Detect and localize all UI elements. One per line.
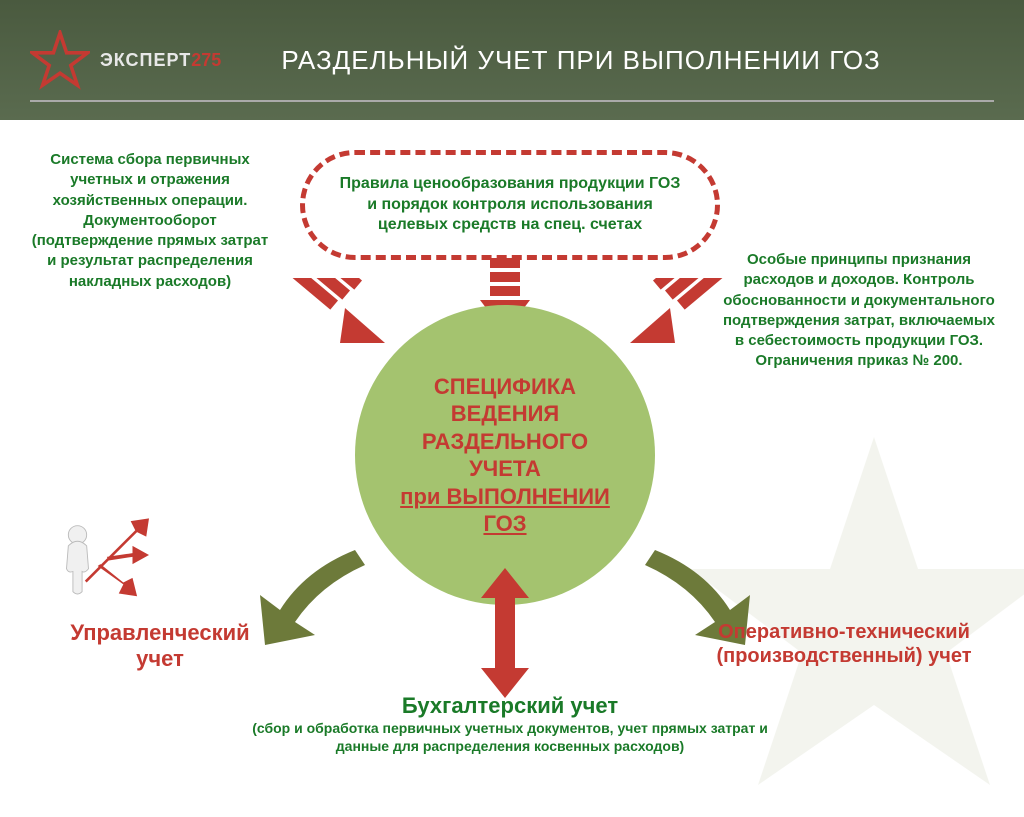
right-description: Особые принципы признания расходов и дох… (719, 250, 999, 372)
header-bar: ЭКСПЕРТ275 РАЗДЕЛЬНЫЙ УЧЕТ ПРИ ВЫПОЛНЕНИ… (0, 0, 1024, 120)
arrow-top-right-icon (615, 278, 725, 368)
label-management-accounting: Управленческий учет (50, 620, 270, 673)
left-description: Система сбора первичных учетных и отраже… (30, 150, 270, 292)
central-circle: СПЕЦИФИКА ВЕДЕНИЯ РАЗДЕЛЬНОГО УЧЕТА при … (355, 305, 655, 605)
label-bookkeeping: Бухгалтерский учет (310, 693, 710, 719)
logo-text: ЭКСПЕРТ (100, 50, 191, 70)
pricing-rules-oval: Правила ценообразования продукции ГОЗ и … (300, 150, 720, 260)
logo-text-wrap: ЭКСПЕРТ275 (100, 50, 221, 71)
header-underline (30, 100, 994, 102)
center-line2: при ВЫПОЛНЕНИИ ГОЗ (385, 483, 625, 538)
page-title: РАЗДЕЛЬНЫЙ УЧЕТ ПРИ ВЫПОЛНЕНИИ ГОЗ (281, 45, 880, 76)
label-operational-accounting: Оперативно-технический (производственный… (689, 620, 999, 668)
oval-text: Правила ценообразования продукции ГОЗ и … (335, 174, 685, 236)
center-line1: СПЕЦИФИКА ВЕДЕНИЯ РАЗДЕЛЬНОГО УЧЕТА (385, 373, 625, 483)
person-crossroads-icon (50, 500, 160, 610)
double-arrow-icon (477, 568, 533, 698)
diagram-canvas: Правила ценообразования продукции ГОЗ и … (0, 120, 1024, 767)
label-bookkeeping-sub: (сбор и обработка первичных учетных доку… (250, 720, 770, 755)
logo-number: 275 (191, 50, 221, 70)
arrow-top-left-icon (290, 278, 400, 368)
logo: ЭКСПЕРТ275 (30, 30, 221, 90)
star-icon (30, 30, 90, 90)
